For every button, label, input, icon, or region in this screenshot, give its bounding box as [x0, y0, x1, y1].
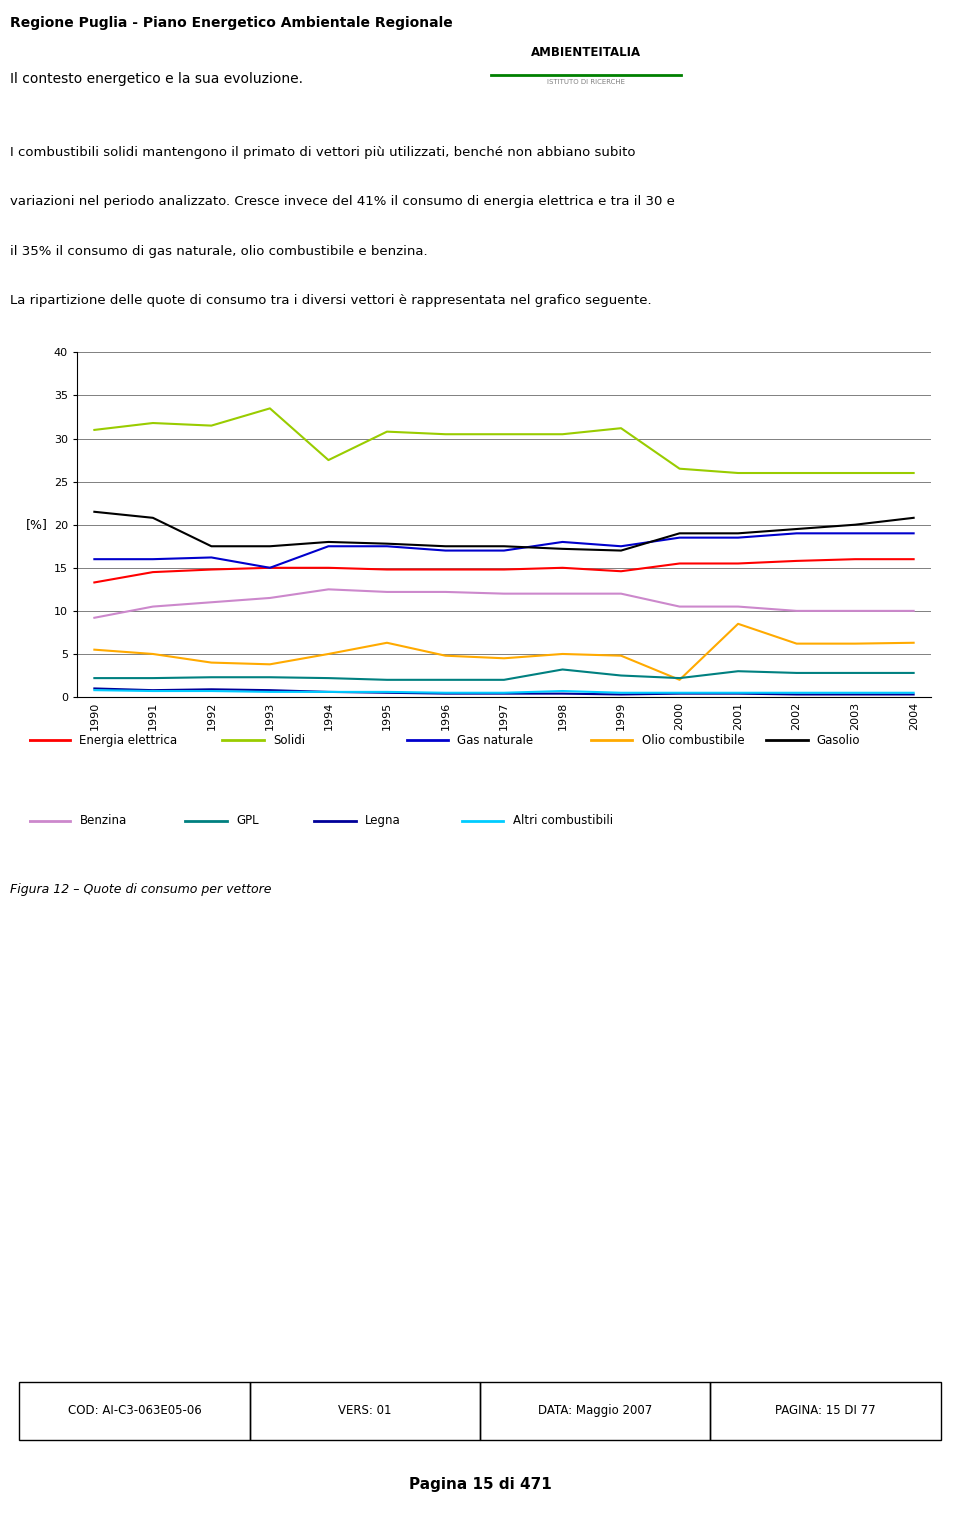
Text: La ripartizione delle quote di consumo tra i diversi vettori è rappresentata nel: La ripartizione delle quote di consumo t… [10, 294, 651, 308]
Text: ISTITUTO DI RICERCHE: ISTITUTO DI RICERCHE [546, 80, 625, 86]
Text: Altri combustibili: Altri combustibili [513, 813, 612, 827]
Text: Figura 12 – Quote di consumo per vettore: Figura 12 – Quote di consumo per vettore [10, 882, 271, 896]
Text: COD: AI-C3-063E05-06: COD: AI-C3-063E05-06 [67, 1405, 202, 1417]
Text: I combustibili solidi mantengono il primato di vettori più utilizzati, benché no: I combustibili solidi mantengono il prim… [10, 146, 636, 158]
Text: Gas naturale: Gas naturale [457, 734, 534, 746]
Text: il 35% il consumo di gas naturale, olio combustibile e benzina.: il 35% il consumo di gas naturale, olio … [10, 245, 427, 257]
Text: Olio combustibile: Olio combustibile [641, 734, 744, 746]
Text: Legna: Legna [365, 813, 401, 827]
Text: Energia elettrica: Energia elettrica [80, 734, 178, 746]
Text: AMBIENTEITALIA: AMBIENTEITALIA [531, 46, 640, 60]
Text: VERS: 01: VERS: 01 [338, 1405, 392, 1417]
Text: Gasolio: Gasolio [817, 734, 860, 746]
Text: Benzina: Benzina [80, 813, 127, 827]
Text: variazioni nel periodo analizzato. Cresce invece del 41% il consumo di energia e: variazioni nel periodo analizzato. Cresc… [10, 195, 675, 208]
Text: aforis: aforis [808, 93, 843, 107]
Text: Solidi: Solidi [273, 734, 305, 746]
Text: PAGINA: 15 DI 77: PAGINA: 15 DI 77 [776, 1405, 876, 1417]
Text: DATA: Maggio 2007: DATA: Maggio 2007 [538, 1405, 653, 1417]
Text: Pagina 15 di 471: Pagina 15 di 471 [409, 1477, 551, 1492]
Text: Il contesto energetico e la sua evoluzione.: Il contesto energetico e la sua evoluzio… [10, 72, 302, 86]
Text: GPL: GPL [236, 813, 259, 827]
Text: [%]: [%] [26, 518, 47, 532]
Text: Regione Puglia - Piano Energetico Ambientale Regionale: Regione Puglia - Piano Energetico Ambien… [10, 15, 452, 29]
